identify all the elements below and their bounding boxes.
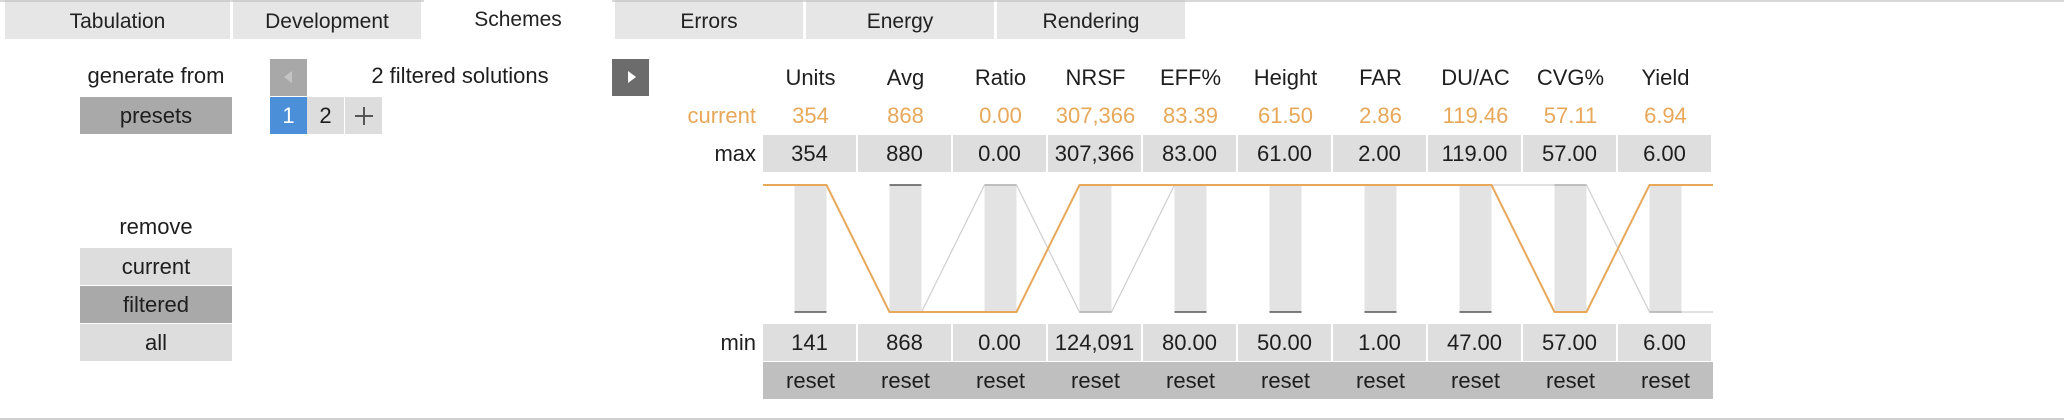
min-value-nrsf[interactable]: 124,091	[1048, 324, 1141, 361]
current-value-yield: 6.94	[1644, 103, 1687, 128]
page-button-1[interactable]: 1	[270, 97, 307, 134]
min-value-eff-[interactable]: 80.00	[1143, 324, 1236, 361]
remove-filtered-button[interactable]: filtered	[80, 286, 232, 323]
min-value-ratio[interactable]: 0.00	[953, 324, 1046, 361]
axis-units[interactable]	[794, 185, 827, 312]
presets-button[interactable]: presets	[80, 97, 232, 134]
column-header-du-ac: DU/AC	[1441, 65, 1510, 90]
min-value-far[interactable]: 1.00	[1333, 324, 1426, 361]
min-value-yield[interactable]: 6.00	[1618, 324, 1711, 361]
axis-eff-[interactable]	[1174, 185, 1207, 312]
axis-ratio[interactable]	[984, 185, 1017, 312]
reset-button-du-ac[interactable]: reset	[1428, 362, 1523, 399]
current-value-nrsf: 307,366	[1055, 103, 1136, 128]
axis-cvg-[interactable]	[1554, 185, 1587, 312]
tab-development[interactable]: Development	[233, 0, 421, 39]
axis-avg[interactable]	[889, 185, 922, 312]
current-value-far: 2.86	[1359, 103, 1402, 128]
remove-current-button[interactable]: current	[80, 248, 232, 285]
next-solution-icon[interactable]	[612, 59, 649, 96]
current-value-eff-: 83.39	[1162, 103, 1219, 128]
tab-tabulation[interactable]: Tabulation	[5, 0, 230, 39]
reset-button-nrsf[interactable]: reset	[1048, 362, 1143, 399]
current-value-height: 61.50	[1257, 103, 1314, 128]
max-value-height[interactable]: 61.00	[1238, 135, 1331, 172]
axis-nrsf[interactable]	[1079, 185, 1112, 312]
min-value-avg[interactable]: 868	[858, 324, 951, 361]
max-value-ratio[interactable]: 0.00	[953, 135, 1046, 172]
reset-button-ratio[interactable]: reset	[953, 362, 1048, 399]
reset-button-eff-[interactable]: reset	[1143, 362, 1238, 399]
axis-du-ac[interactable]	[1459, 185, 1492, 312]
max-value-yield[interactable]: 6.00	[1618, 135, 1711, 172]
column-header-avg: Avg	[886, 65, 925, 90]
column-header-ratio: Ratio	[974, 65, 1027, 90]
prev-solution-icon[interactable]	[270, 59, 307, 96]
column-header-cvg-: CVG%	[1536, 65, 1605, 90]
max-value-eff-[interactable]: 83.00	[1143, 135, 1236, 172]
reset-button-avg[interactable]: reset	[858, 362, 953, 399]
max-value-avg[interactable]: 880	[858, 135, 951, 172]
current-value-ratio: 0.00	[979, 103, 1022, 128]
tab-schemes[interactable]: Schemes	[424, 0, 612, 39]
column-header-far: FAR	[1359, 65, 1402, 90]
remove-label: remove	[119, 214, 193, 239]
tab-rendering[interactable]: Rendering	[997, 0, 1185, 39]
reset-button-cvg-[interactable]: reset	[1523, 362, 1618, 399]
min-value-units[interactable]: 141	[763, 324, 856, 361]
current-row-label: current	[687, 103, 756, 128]
reset-button-yield[interactable]: reset	[1618, 362, 1713, 399]
column-header-yield: Yield	[1641, 65, 1690, 90]
current-value-units: 354	[792, 103, 829, 128]
reset-button-height[interactable]: reset	[1238, 362, 1333, 399]
column-header-height: Height	[1253, 65, 1318, 90]
current-solution-line	[763, 184, 1713, 313]
max-row-label: max	[714, 141, 756, 166]
tab-energy[interactable]: Energy	[806, 0, 994, 39]
max-value-cvg-[interactable]: 57.00	[1523, 135, 1616, 172]
axis-height[interactable]	[1269, 185, 1302, 312]
add-solution-icon[interactable]	[345, 97, 382, 134]
max-value-units[interactable]: 354	[763, 135, 856, 172]
column-header-nrsf: NRSF	[1065, 65, 1126, 90]
column-header-eff-: EFF%	[1159, 65, 1222, 90]
bottom-border	[0, 418, 2064, 420]
max-value-far[interactable]: 2.00	[1333, 135, 1426, 172]
current-value-du-ac: 119.46	[1442, 103, 1509, 128]
min-value-du-ac[interactable]: 47.00	[1428, 324, 1521, 361]
axis-far[interactable]	[1364, 185, 1397, 312]
axis-yield[interactable]	[1649, 185, 1682, 312]
min-value-height[interactable]: 50.00	[1238, 324, 1331, 361]
column-header-units: Units	[785, 65, 836, 90]
min-value-cvg-[interactable]: 57.00	[1523, 324, 1616, 361]
current-value-cvg-: 57.11	[1543, 103, 1598, 128]
reset-button-far[interactable]: reset	[1333, 362, 1428, 399]
generate-from-label: generate from	[87, 63, 225, 88]
min-row-label: min	[720, 330, 756, 355]
current-value-avg: 868	[887, 103, 924, 128]
page-button-2[interactable]: 2	[307, 97, 344, 134]
tab-errors[interactable]: Errors	[615, 0, 803, 39]
reset-button-units[interactable]: reset	[763, 362, 858, 399]
remove-all-button[interactable]: all	[80, 324, 232, 361]
max-value-du-ac[interactable]: 119.00	[1428, 135, 1521, 172]
solutions-count: 2 filtered solutions	[371, 63, 549, 88]
max-value-nrsf[interactable]: 307,366	[1048, 135, 1141, 172]
